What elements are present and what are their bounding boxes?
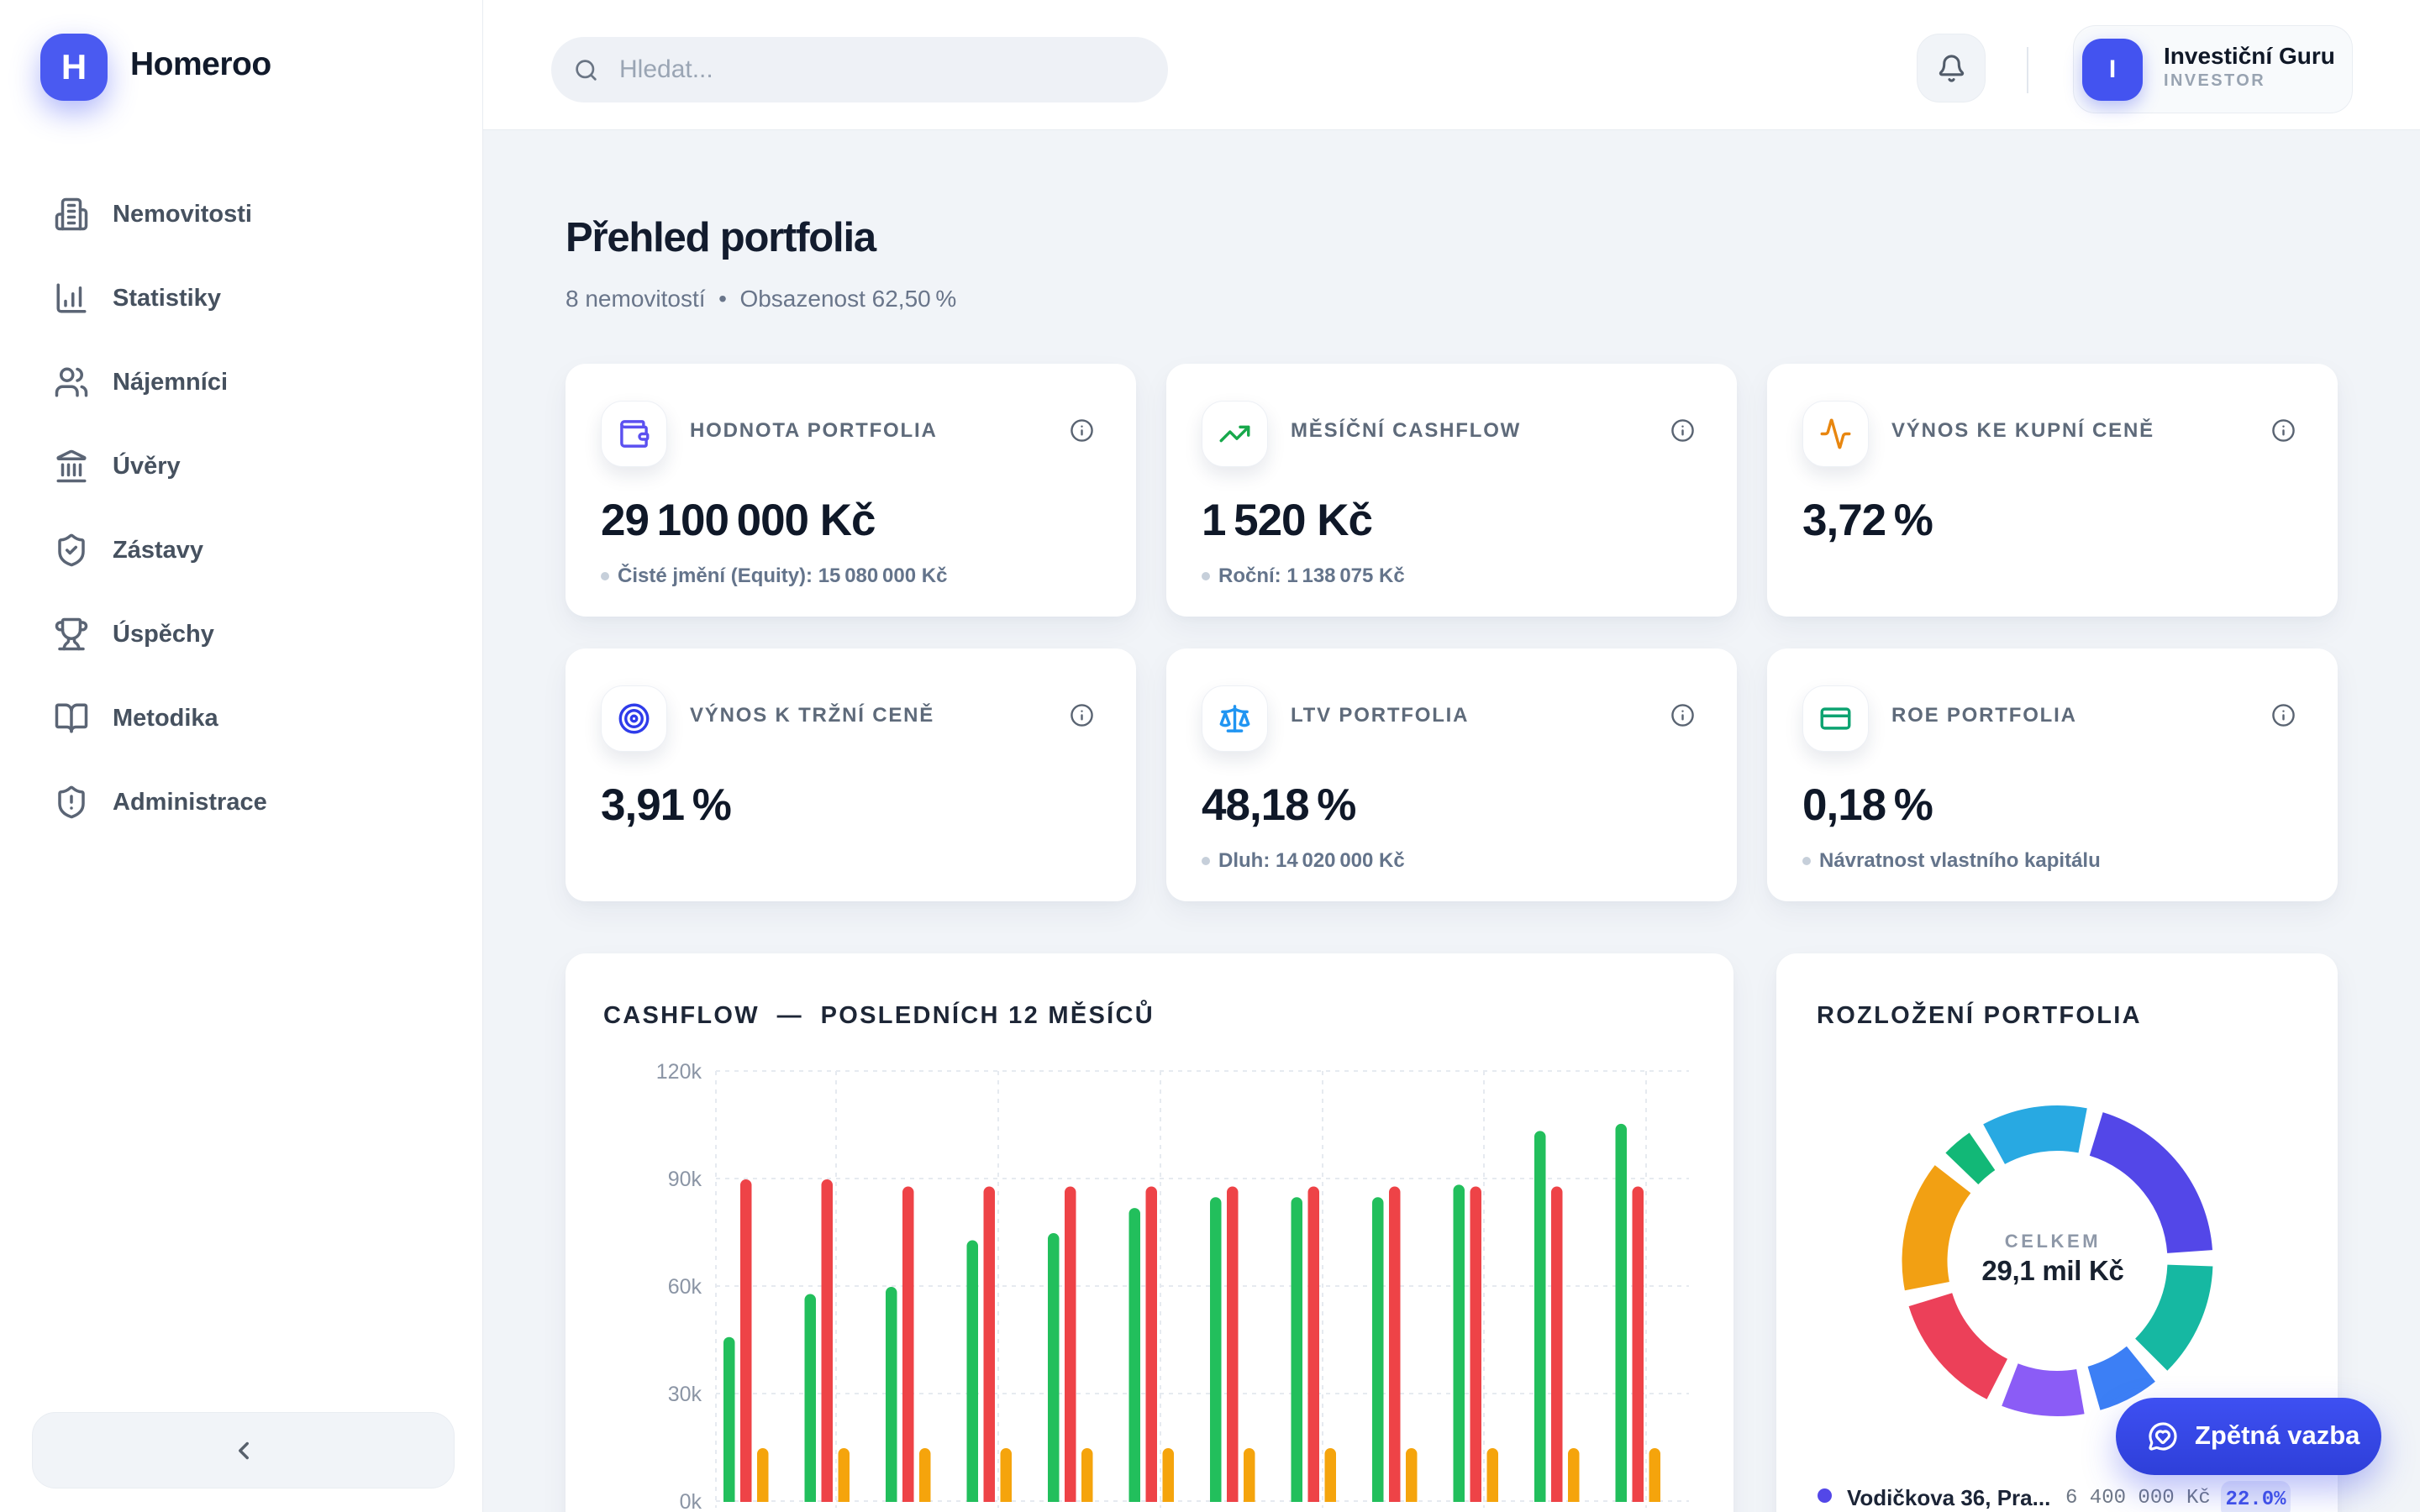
- svg-text:CELKEM: CELKEM: [2005, 1231, 2102, 1252]
- svg-text:120k: 120k: [656, 1060, 702, 1084]
- svg-text:90k: 90k: [668, 1168, 702, 1191]
- svg-text:30k: 30k: [668, 1383, 702, 1406]
- svg-text:60k: 60k: [668, 1275, 702, 1299]
- svg-text:29,1 mil Kč: 29,1 mil Kč: [1981, 1255, 2123, 1286]
- svg-text:0k: 0k: [680, 1490, 702, 1512]
